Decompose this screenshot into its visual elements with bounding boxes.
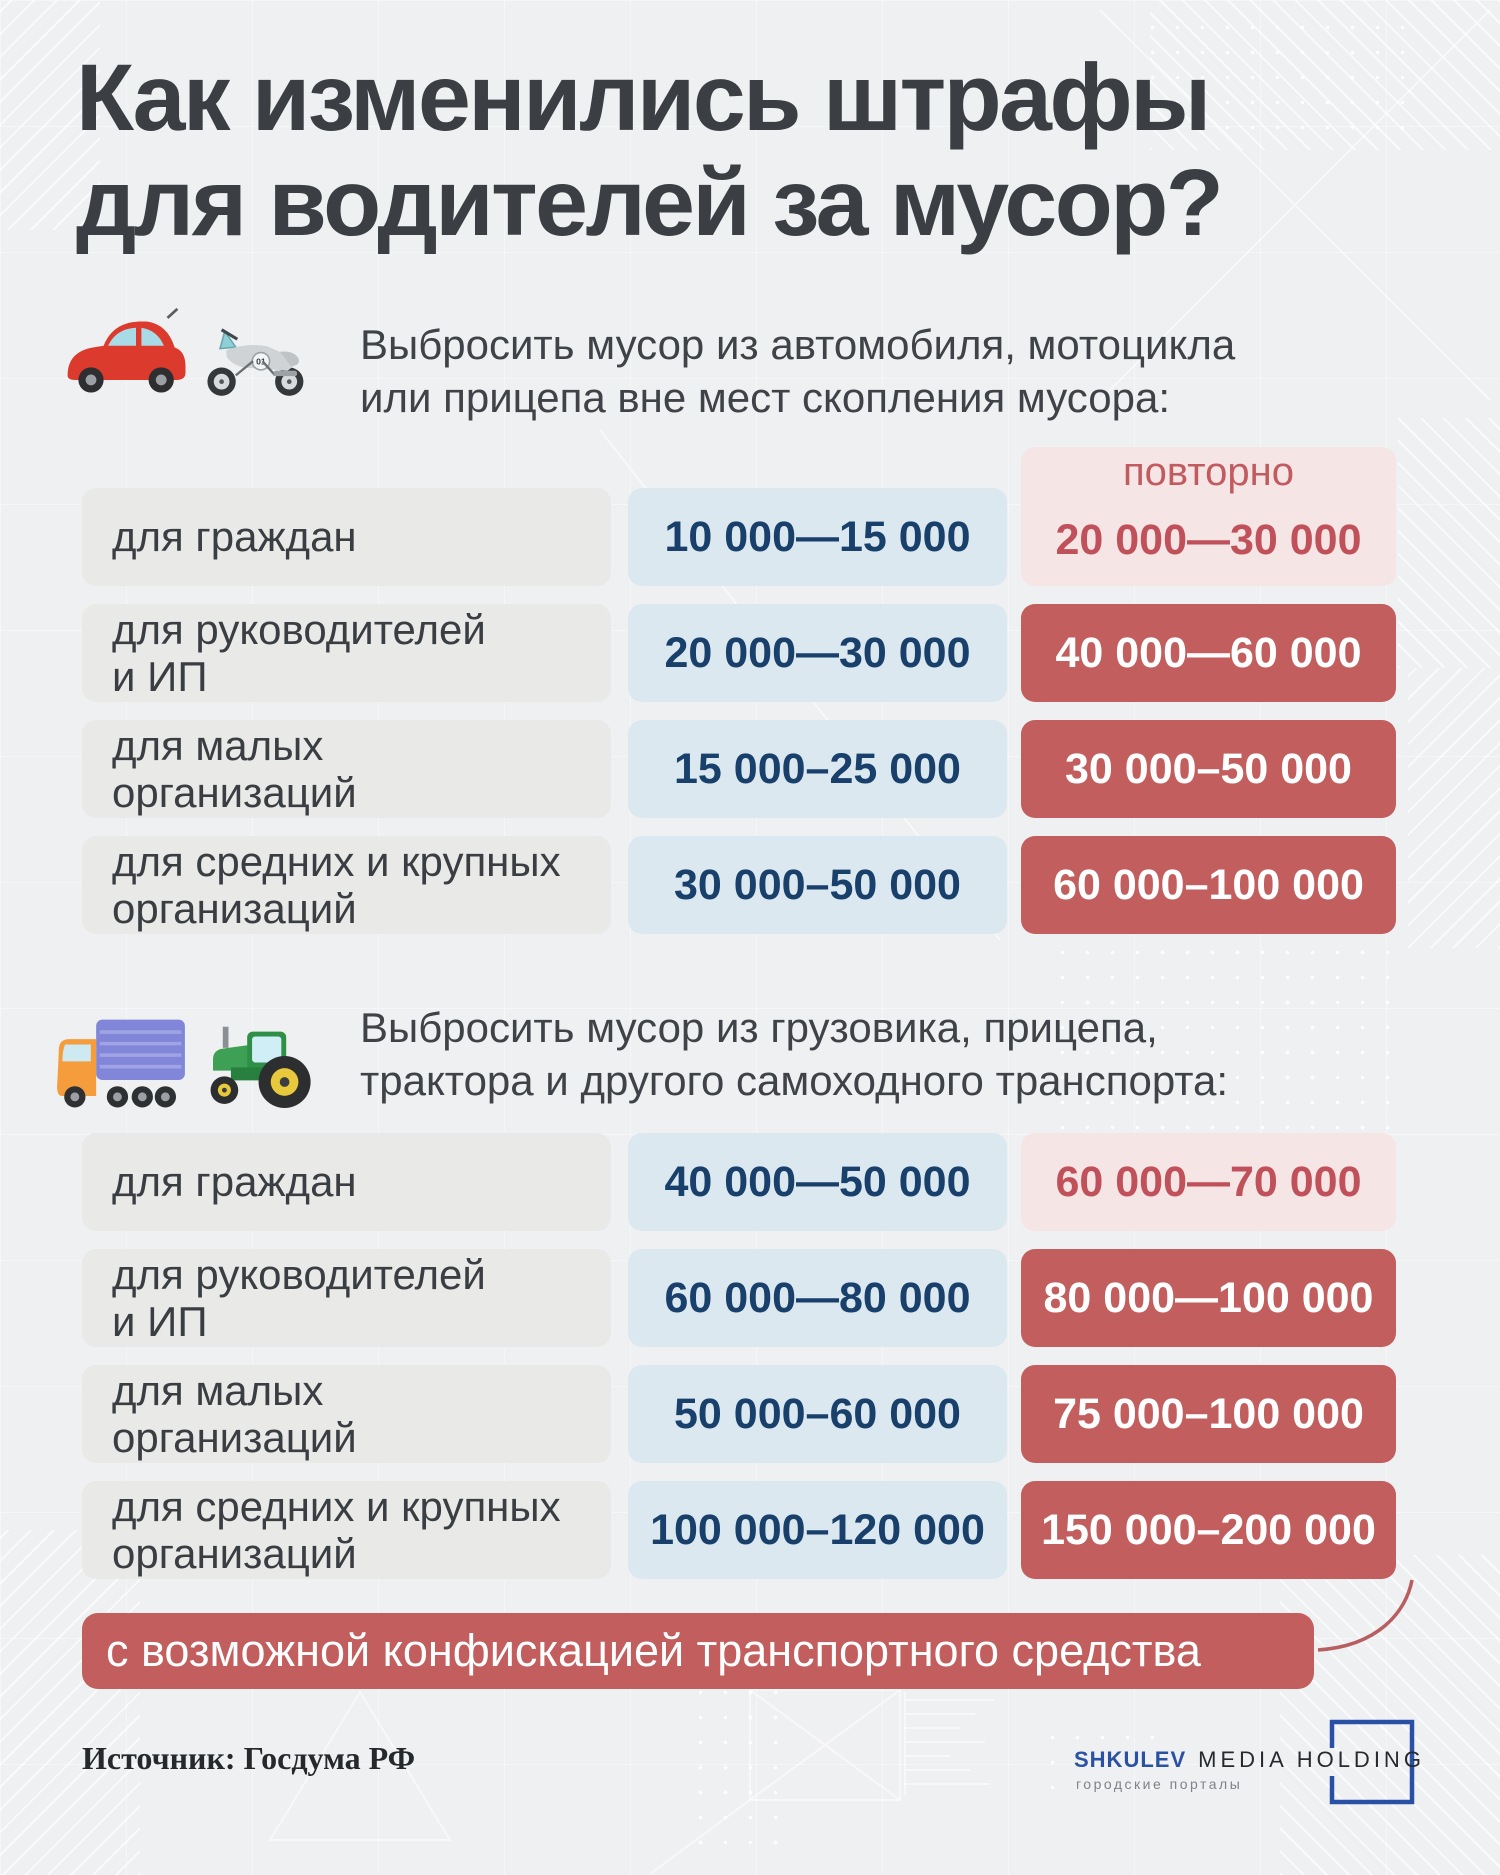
fine-repeat-cell: 60 000—70 000 bbox=[1021, 1133, 1396, 1231]
confiscation-note: с возможной конфискацией транспортного с… bbox=[82, 1613, 1314, 1689]
section1-icons: 01 bbox=[55, 302, 316, 412]
fine-repeat-cell: повторно 20 000—30 000 bbox=[1021, 447, 1396, 586]
section2-description: Выбросить мусор из грузовика, прицепа, т… bbox=[360, 1004, 1229, 1104]
car-icon bbox=[67, 307, 186, 393]
fine-repeat-value: 20 000—30 000 bbox=[1055, 516, 1362, 564]
bg-hatch-bottom-left bbox=[0, 1530, 140, 1875]
category-cell: для руководителей и ИП bbox=[82, 1249, 611, 1347]
category-cell: для малых организаций bbox=[82, 1365, 611, 1463]
category-cell: для руководителей и ИП bbox=[82, 604, 611, 702]
fine-repeat-cell: 150 000–200 000 bbox=[1021, 1481, 1396, 1579]
motorcycle-icon: 01 bbox=[207, 328, 304, 396]
section1-description: Выбросить мусор из автомобиля, мотоцикла… bbox=[360, 321, 1236, 421]
fine-first-cell: 40 000—50 000 bbox=[628, 1133, 1007, 1231]
note-connector-line bbox=[1317, 1579, 1414, 1652]
table-row: для средних и крупных организаций 30 000… bbox=[82, 836, 1396, 934]
fine-first-cell: 100 000–120 000 bbox=[628, 1481, 1007, 1579]
bg-hatch-right-upper bbox=[1398, 418, 1500, 668]
fine-first-cell: 10 000—15 000 bbox=[628, 488, 1007, 586]
table-row: для руководителей и ИП 20 000—30 000 40 … bbox=[82, 604, 1396, 702]
fine-repeat-cell: 30 000–50 000 bbox=[1021, 720, 1396, 818]
page-title: Как изменились штрафы для водителей за м… bbox=[76, 45, 1224, 257]
tractor-icon bbox=[210, 1026, 311, 1109]
category-cell: для малых организаций bbox=[82, 720, 611, 818]
fines-table-cars: для граждан 10 000—15 000 повторно 20 00… bbox=[82, 447, 1396, 934]
logo-frame-icon bbox=[1329, 1719, 1415, 1805]
fine-first-cell: 60 000—80 000 bbox=[628, 1249, 1007, 1347]
category-cell: для средних и крупных организаций bbox=[82, 836, 611, 934]
logo-brand-text: SHKULEV bbox=[1074, 1747, 1187, 1772]
fine-repeat-cell: 60 000–100 000 bbox=[1021, 836, 1396, 934]
table-row: для руководителей и ИП 60 000—80 000 80 … bbox=[82, 1249, 1396, 1347]
publisher-logo: SHKULEV MEDIA HOLDING bbox=[1074, 1747, 1425, 1773]
fine-repeat-cell: 80 000—100 000 bbox=[1021, 1249, 1396, 1347]
section2-icons bbox=[50, 1008, 322, 1120]
logo-suffix-text: MEDIA HOLDING bbox=[1198, 1747, 1425, 1772]
table-row: для малых организаций 15 000–25 000 30 0… bbox=[82, 720, 1396, 818]
bg-dots-bottom-left bbox=[688, 1680, 788, 1865]
table-row: для малых организаций 50 000–60 000 75 0… bbox=[82, 1365, 1396, 1463]
logo-tagline: городские порталы bbox=[1076, 1776, 1243, 1792]
category-cell: для граждан bbox=[82, 488, 611, 586]
fine-first-cell: 50 000–60 000 bbox=[628, 1365, 1007, 1463]
bg-dots-bottom-right bbox=[1040, 1725, 1160, 1805]
table-row: для средних и крупных организаций 100 00… bbox=[82, 1481, 1396, 1579]
category-cell: для граждан bbox=[82, 1133, 611, 1231]
category-cell: для средних и крупных организаций bbox=[82, 1481, 611, 1579]
fine-first-cell: 15 000–25 000 bbox=[628, 720, 1007, 818]
table-row: для граждан 10 000—15 000 повторно 20 00… bbox=[82, 447, 1396, 586]
fine-repeat-cell: 40 000—60 000 bbox=[1021, 604, 1396, 702]
fines-table-trucks: для граждан 40 000—50 000 60 000—70 000 … bbox=[82, 1133, 1396, 1579]
bg-dots-middle bbox=[1050, 940, 1410, 1130]
truck-icon bbox=[57, 1019, 185, 1108]
bg-hatch-right-mid bbox=[1408, 668, 1500, 948]
fine-first-cell: 30 000–50 000 bbox=[628, 836, 1007, 934]
table-row: для граждан 40 000—50 000 60 000—70 000 bbox=[82, 1133, 1396, 1231]
fine-repeat-cell: 75 000–100 000 bbox=[1021, 1365, 1396, 1463]
fine-first-cell: 20 000—30 000 bbox=[628, 604, 1007, 702]
bg-hatch-top-left bbox=[0, 0, 100, 230]
source-text: Источник: Госдума РФ bbox=[82, 1740, 416, 1776]
repeat-column-header: повторно bbox=[1123, 449, 1294, 494]
svg-text:01: 01 bbox=[256, 356, 266, 366]
bg-hatch-bottom-right bbox=[1280, 1555, 1500, 1875]
